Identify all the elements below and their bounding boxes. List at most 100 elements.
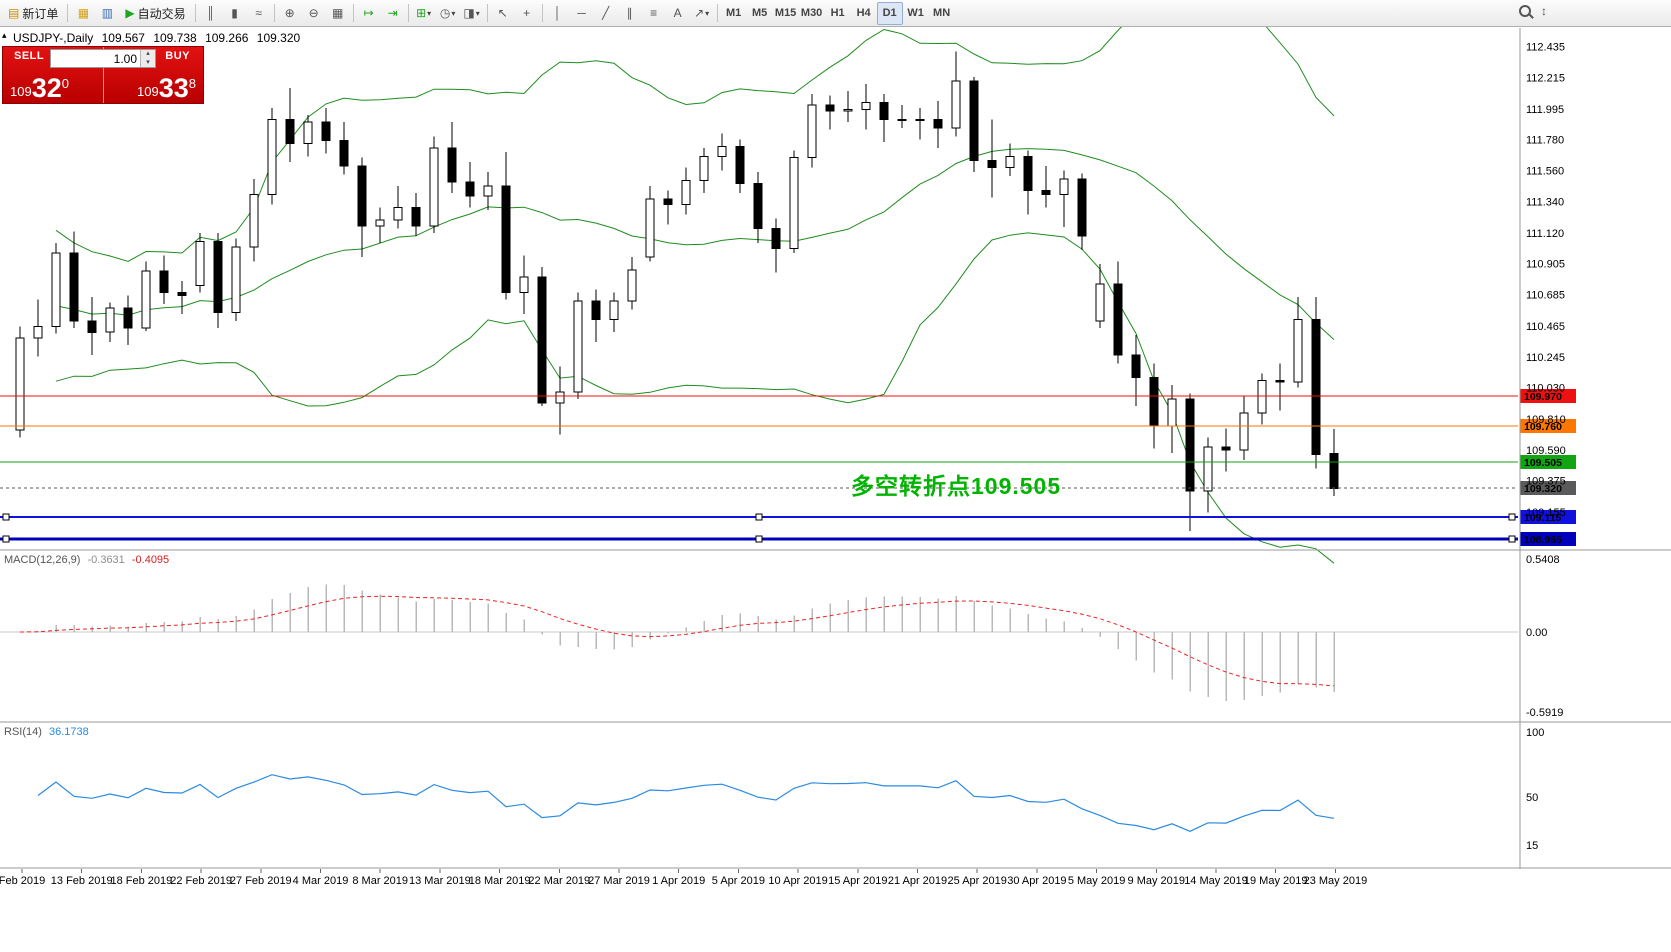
- tf-w1-button[interactable]: W1: [903, 2, 929, 25]
- svg-text:111.120: 111.120: [1526, 228, 1564, 240]
- indicators-list-caret-icon: ▾: [427, 8, 432, 18]
- auto-trading-label: 自动交易: [137, 6, 186, 21]
- cursor-tool-icon: ↖: [497, 6, 508, 20]
- toolbar-separator: [352, 4, 354, 22]
- macd-panel: 0.5408 0.00 -0.5919: [0, 554, 1563, 719]
- tf-m30-button[interactable]: M30: [799, 2, 825, 25]
- macd-signal-value: -0.4095: [131, 554, 170, 566]
- rsi-name: RSI(14): [4, 726, 42, 738]
- chart-shift-icon: ⇥: [387, 6, 398, 20]
- arrow-objects-tool-button[interactable]: ↗ ▾: [690, 2, 714, 25]
- arrow-objects-tool-caret-icon: ▾: [705, 8, 710, 18]
- crosshair-tool-button[interactable]: +: [515, 2, 539, 25]
- svg-text:1 Apr 2019: 1 Apr 2019: [652, 875, 705, 887]
- price-tag-109.760[interactable]: 109.760: [1520, 419, 1576, 433]
- svg-text:18 Mar 2019: 18 Mar 2019: [469, 875, 531, 887]
- periods-menu-button[interactable]: ◷ ▾: [436, 2, 460, 25]
- search-icon[interactable]: [1519, 5, 1531, 17]
- tf-h1-button[interactable]: H1: [825, 2, 851, 25]
- buy-price-sup: 8: [188, 76, 196, 91]
- zoom-out-icon: ⊖: [308, 6, 319, 20]
- price-tag-109.505[interactable]: 109.505: [1520, 455, 1576, 469]
- tile-windows-button[interactable]: ▦: [326, 2, 350, 25]
- volume-up-button[interactable]: ▴: [146, 50, 150, 57]
- sell-price: 109 32 0: [10, 75, 69, 102]
- svg-text:Feb 2019: Feb 2019: [0, 875, 45, 887]
- macd-main-value: -0.3631: [87, 554, 125, 566]
- buy-button[interactable]: BUY 109 33 8: [104, 47, 204, 103]
- svg-text:27 Mar 2019: 27 Mar 2019: [588, 875, 650, 887]
- price-tag-109.970[interactable]: 109.970: [1520, 389, 1576, 403]
- svg-text:109.155: 109.155: [1526, 507, 1566, 519]
- svg-text:109.590: 109.590: [1526, 445, 1566, 457]
- open-value: 109.567: [101, 31, 145, 45]
- price-tag-109.115[interactable]: 109.115: [1520, 510, 1576, 524]
- svg-text:10 Apr 2019: 10 Apr 2019: [768, 875, 827, 887]
- svg-text:109.760: 109.760: [1524, 421, 1562, 433]
- tf-h4-button[interactable]: H4: [851, 2, 877, 25]
- candlestick-chart-type-icon: ▮: [231, 6, 238, 20]
- toolbar-separator: [716, 4, 718, 22]
- svg-text:25 Apr 2019: 25 Apr 2019: [948, 875, 1007, 887]
- svg-text:110.905: 110.905: [1526, 258, 1565, 270]
- svg-text:109.505: 109.505: [1524, 457, 1562, 469]
- arrow-objects-tool-icon: ↗: [694, 6, 705, 20]
- svg-text:23 May 2019: 23 May 2019: [1304, 875, 1368, 887]
- vertical-line-tool-button[interactable]: │: [546, 2, 570, 25]
- templates-menu-button[interactable]: ◨ ▾: [460, 2, 484, 25]
- chart-shift-button[interactable]: ⇥: [381, 2, 405, 25]
- macd-label: MACD(12,26,9) -0.3631 -0.4095: [4, 554, 173, 566]
- svg-text:112.215: 112.215: [1526, 73, 1565, 85]
- tf-m1-button[interactable]: M1: [721, 2, 747, 25]
- buy-price-small: 109: [137, 84, 159, 99]
- cursor-tool-button[interactable]: ↖: [491, 2, 515, 25]
- auto-trading-button[interactable]: ▶ 自动交易: [119, 2, 191, 25]
- zoom-in-button[interactable]: ⊕: [278, 2, 302, 25]
- volume-down-button[interactable]: ▾: [146, 58, 150, 66]
- tf-m5-button[interactable]: M5: [747, 2, 773, 25]
- horizontal-line-tool-button[interactable]: ─: [570, 2, 594, 25]
- bar-chart-type-button[interactable]: ║: [199, 2, 223, 25]
- svg-text:19 May 2019: 19 May 2019: [1244, 875, 1308, 887]
- svg-text:109.810: 109.810: [1526, 414, 1566, 426]
- svg-text:50: 50: [1526, 792, 1538, 804]
- price-tag-109.320: 109.320: [1520, 481, 1576, 495]
- new-order-button[interactable]: ▤ 新订单: [2, 2, 64, 25]
- candlestick-chart-type-button[interactable]: ▮: [223, 2, 247, 25]
- market-watch-button[interactable]: ▥: [95, 2, 119, 25]
- toolbar-separator: [67, 4, 69, 22]
- text-tool-icon: A: [673, 6, 682, 20]
- auto-scroll-button[interactable]: ↦: [357, 2, 381, 25]
- svg-text:13 Mar 2019: 13 Mar 2019: [409, 875, 471, 887]
- text-tool-button[interactable]: A: [666, 2, 690, 25]
- sell-price-big: 32: [31, 73, 62, 103]
- collapse-trade-panel-icon[interactable]: ▴: [2, 30, 7, 40]
- sell-button[interactable]: SELL 109 32 0: [3, 47, 104, 103]
- indicators-list-button[interactable]: ⊞ ▾: [412, 2, 436, 25]
- tf-d1-button[interactable]: D1: [876, 1, 903, 25]
- auto-scroll-icon: ↦: [363, 6, 374, 20]
- candles: [15, 51, 1339, 531]
- tf-m15-button[interactable]: M15: [773, 2, 799, 25]
- svg-text:5 May 2019: 5 May 2019: [1068, 875, 1125, 887]
- trendline-tool-button[interactable]: ╱: [594, 2, 618, 25]
- tf-mn-button[interactable]: MN: [929, 2, 955, 25]
- scroll-updown-icon[interactable]: ↕: [1541, 4, 1547, 18]
- trendline-tool-icon: ╱: [601, 6, 610, 20]
- fibonacci-tool-button[interactable]: ≡: [642, 2, 666, 25]
- turning-point-annotation[interactable]: 多空转折点109.505: [851, 473, 1062, 499]
- svg-text:0.5408: 0.5408: [1526, 554, 1560, 566]
- svg-text:5 Apr 2019: 5 Apr 2019: [712, 875, 765, 887]
- volume-input[interactable]: [51, 50, 140, 67]
- svg-text:111.780: 111.780: [1526, 134, 1564, 146]
- price-tag-108.965[interactable]: 108.965: [1520, 532, 1576, 546]
- line-chart-type-button[interactable]: ≈: [247, 2, 271, 25]
- svg-text:109.375: 109.375: [1526, 476, 1566, 488]
- tile-windows-icon: ▦: [331, 6, 344, 20]
- charts-window-button[interactable]: ▦: [71, 2, 95, 25]
- horizontal-line-tool-icon: ─: [577, 6, 586, 20]
- zoom-out-button[interactable]: ⊖: [302, 2, 326, 25]
- equidistant-channel-tool-button[interactable]: ∥: [618, 2, 642, 25]
